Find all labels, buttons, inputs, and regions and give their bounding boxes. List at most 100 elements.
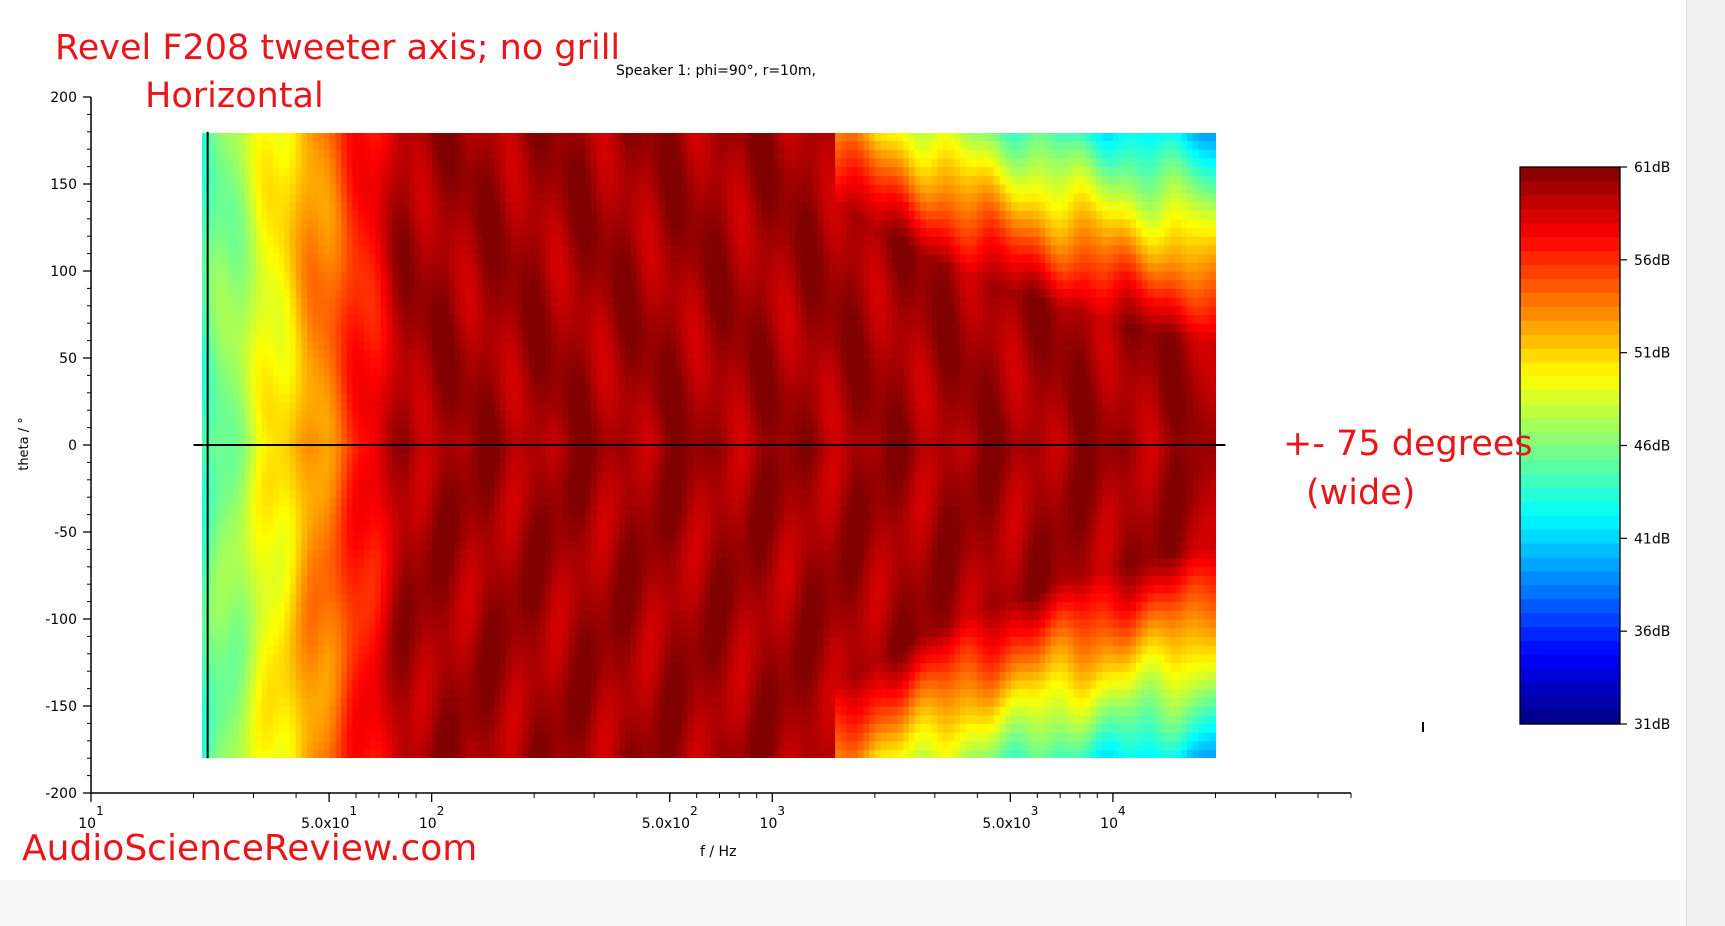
heatmap-cell bbox=[431, 636, 439, 646]
heatmap-cell bbox=[329, 271, 337, 281]
heatmap-cell bbox=[426, 523, 433, 533]
heatmap-cell bbox=[216, 592, 223, 603]
heatmap-cell bbox=[556, 749, 564, 758]
heatmap-cell bbox=[295, 471, 303, 481]
heatmap-cell bbox=[585, 584, 592, 594]
heatmap-cell bbox=[273, 645, 280, 655]
heatmap-cell bbox=[352, 523, 359, 533]
heatmap-cell bbox=[517, 514, 524, 524]
heatmap-cell bbox=[488, 436, 496, 446]
heatmap-cell bbox=[380, 244, 388, 255]
heatmap-cell bbox=[210, 331, 217, 342]
heatmap-cell bbox=[227, 140, 234, 150]
heatmap-cell bbox=[522, 279, 530, 289]
heatmap-cell bbox=[556, 227, 564, 237]
heatmap-cell bbox=[329, 471, 337, 481]
heatmap-cell bbox=[403, 157, 410, 168]
heatmap-cell bbox=[551, 323, 558, 333]
heatmap-cell bbox=[522, 236, 530, 246]
heatmap-cell bbox=[358, 671, 365, 681]
heatmap-cell bbox=[284, 375, 291, 385]
heatmap-cell bbox=[250, 184, 257, 194]
heatmap-cell bbox=[216, 627, 223, 637]
heatmap-cell bbox=[233, 671, 240, 681]
scrollbar-track[interactable] bbox=[1686, 0, 1725, 926]
heatmap-cell bbox=[505, 201, 513, 211]
heatmap-cell bbox=[568, 749, 575, 758]
heatmap-cell bbox=[261, 244, 268, 255]
heatmap-cell bbox=[466, 610, 473, 620]
heatmap-cell bbox=[534, 505, 541, 516]
heatmap-cell bbox=[312, 740, 320, 751]
heatmap-cell bbox=[346, 566, 354, 577]
heatmap-cell bbox=[301, 349, 308, 359]
heatmap-cell bbox=[551, 210, 558, 220]
heatmap-cell bbox=[221, 166, 229, 176]
heatmap-cell bbox=[437, 349, 444, 359]
heatmap-cell bbox=[539, 175, 547, 185]
heatmap-cell bbox=[369, 227, 376, 237]
heatmap-cell bbox=[488, 706, 496, 716]
heatmap-cell bbox=[522, 436, 530, 446]
heatmap-cell bbox=[273, 671, 280, 681]
heatmap-cell bbox=[386, 375, 393, 385]
heatmap-cell bbox=[431, 601, 439, 611]
heatmap-cell bbox=[341, 523, 348, 533]
heatmap-cell bbox=[449, 540, 456, 550]
heatmap-cell bbox=[466, 540, 473, 550]
heatmap-cell bbox=[545, 671, 552, 681]
heatmap-cell bbox=[409, 323, 416, 333]
heatmap-cell bbox=[545, 697, 552, 707]
heatmap-cell bbox=[221, 184, 229, 194]
heatmap-cell bbox=[511, 445, 518, 455]
heatmap-cell bbox=[414, 697, 422, 707]
heatmap-cell bbox=[511, 697, 518, 707]
heatmap-cell bbox=[261, 653, 268, 664]
heatmap-cell bbox=[352, 540, 359, 550]
heatmap-cell bbox=[545, 610, 552, 620]
heatmap-cell bbox=[267, 436, 274, 446]
heatmap-cell bbox=[494, 671, 501, 681]
heatmap-cell bbox=[545, 418, 552, 429]
heatmap-cell bbox=[380, 549, 388, 559]
heatmap-cell bbox=[534, 297, 541, 307]
heatmap-cell bbox=[202, 653, 206, 664]
heatmap-cell bbox=[216, 384, 223, 394]
heatmap-cell bbox=[250, 140, 257, 150]
heatmap-cell bbox=[409, 627, 416, 637]
heatmap-cell bbox=[505, 236, 513, 246]
heatmap-cell bbox=[449, 358, 456, 368]
heatmap-cell bbox=[227, 133, 234, 142]
heatmap-cell bbox=[454, 418, 461, 429]
heatmap-cell bbox=[318, 392, 325, 403]
heatmap-cell bbox=[483, 645, 490, 655]
heatmap-cell bbox=[420, 653, 427, 664]
heatmap-cell bbox=[284, 366, 291, 376]
heatmap-cell bbox=[238, 358, 246, 368]
heatmap-cell bbox=[534, 427, 541, 437]
heatmap-cell bbox=[335, 192, 342, 202]
heatmap-cell bbox=[363, 558, 371, 568]
heatmap-cell bbox=[500, 592, 507, 603]
heatmap-cell bbox=[392, 133, 399, 142]
heatmap-cell bbox=[341, 184, 348, 194]
heatmap-cell bbox=[522, 740, 530, 751]
heatmap-cell bbox=[341, 401, 348, 411]
heatmap-cell bbox=[369, 549, 376, 559]
heatmap-cell bbox=[233, 340, 240, 350]
heatmap-cell bbox=[255, 558, 263, 568]
heatmap-cell bbox=[290, 305, 297, 316]
heatmap-cell bbox=[488, 331, 496, 342]
heatmap-cell bbox=[202, 262, 206, 272]
heatmap-cell bbox=[431, 305, 439, 316]
heatmap-cell bbox=[329, 184, 337, 194]
heatmap-cell bbox=[227, 627, 234, 637]
heatmap-cell bbox=[278, 244, 285, 255]
heatmap-cell bbox=[233, 723, 240, 733]
heatmap-cell bbox=[403, 558, 410, 568]
heatmap-cell bbox=[397, 149, 405, 159]
heatmap-cell bbox=[255, 227, 263, 237]
heatmap-cell bbox=[494, 227, 501, 237]
heatmap-cell bbox=[244, 723, 251, 733]
heatmap-cell bbox=[585, 523, 592, 533]
